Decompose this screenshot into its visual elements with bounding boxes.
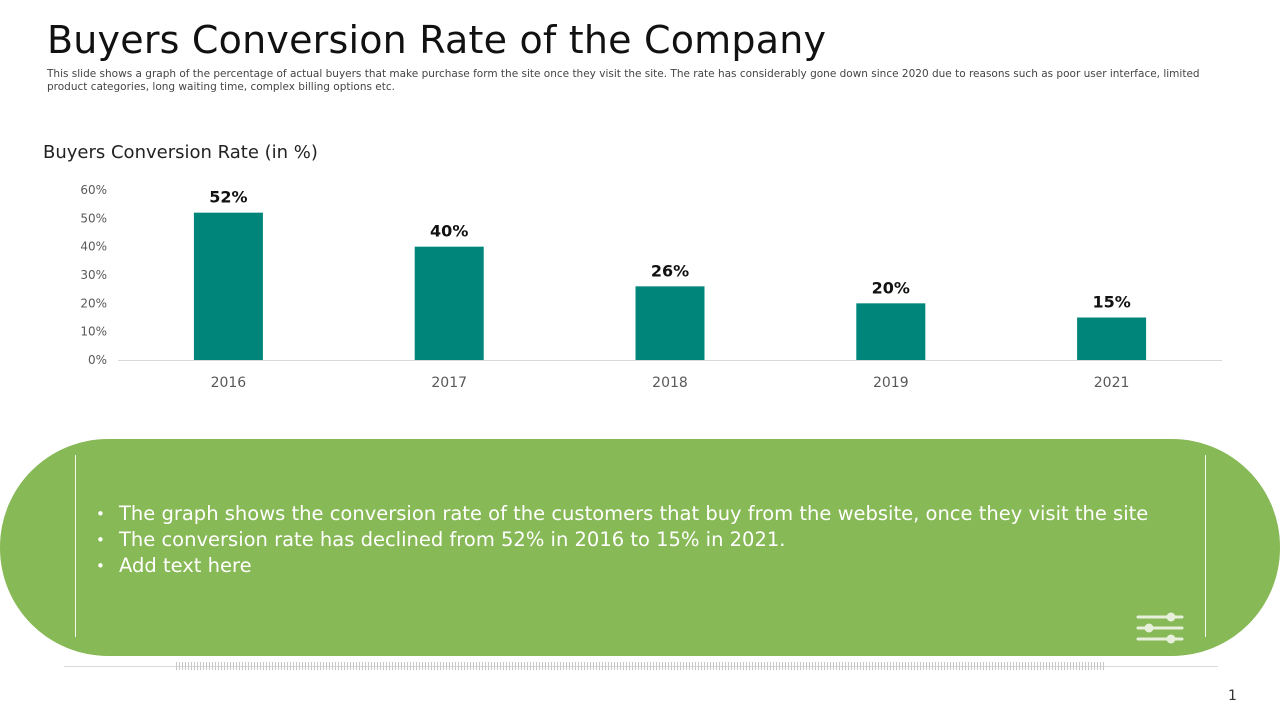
data-label-2016: 52%: [209, 188, 247, 207]
bullet-item: The conversion rate has declined from 52…: [96, 527, 1156, 553]
y-tick-label: 50%: [80, 211, 107, 225]
bullet-item: The graph shows the conversion rate of t…: [96, 501, 1156, 527]
bullet-item: Add text here: [96, 553, 1156, 579]
x-tick-label: 2021: [1094, 375, 1130, 391]
bar-2019: [856, 303, 926, 360]
callout-right-divider: [1205, 455, 1206, 637]
bar-2017: [414, 246, 484, 360]
page-title: Buyers Conversion Rate of the Company: [47, 18, 827, 62]
x-tick-label: 2018: [652, 375, 688, 391]
bar-2016: [193, 212, 263, 360]
data-label-2018: 26%: [651, 261, 689, 280]
y-tick-label: 60%: [80, 183, 107, 197]
summary-bullets: The graph shows the conversion rate of t…: [96, 501, 1156, 579]
x-tick-label: 2016: [211, 375, 247, 391]
data-label-2021: 15%: [1092, 293, 1130, 312]
chart-title: Buyers Conversion Rate (in %): [43, 142, 318, 163]
y-tick-label: 20%: [80, 296, 107, 310]
data-label-2019: 20%: [872, 278, 910, 297]
x-tick-label: 2019: [873, 375, 909, 391]
footer-tick-pattern: [176, 662, 1106, 670]
x-tick-label: 2017: [431, 375, 467, 391]
bar-2018: [635, 286, 705, 360]
page-number: 1: [1228, 688, 1237, 704]
data-label-2017: 40%: [430, 222, 468, 241]
settings-sliders-icon: [1136, 612, 1184, 644]
y-tick-label: 10%: [80, 325, 107, 339]
y-tick-label: 40%: [80, 240, 107, 254]
y-tick-label: 0%: [88, 353, 107, 367]
y-tick-label: 30%: [80, 268, 107, 282]
page-subtitle: This slide shows a graph of the percenta…: [47, 68, 1200, 93]
bar-2021: [1077, 317, 1147, 360]
bar-chart: 0% 10% 20% 30% 40% 50% 60% 52% 2016 40% 2017 26% 201…: [80, 183, 1222, 391]
callout-left-divider: [75, 455, 76, 637]
